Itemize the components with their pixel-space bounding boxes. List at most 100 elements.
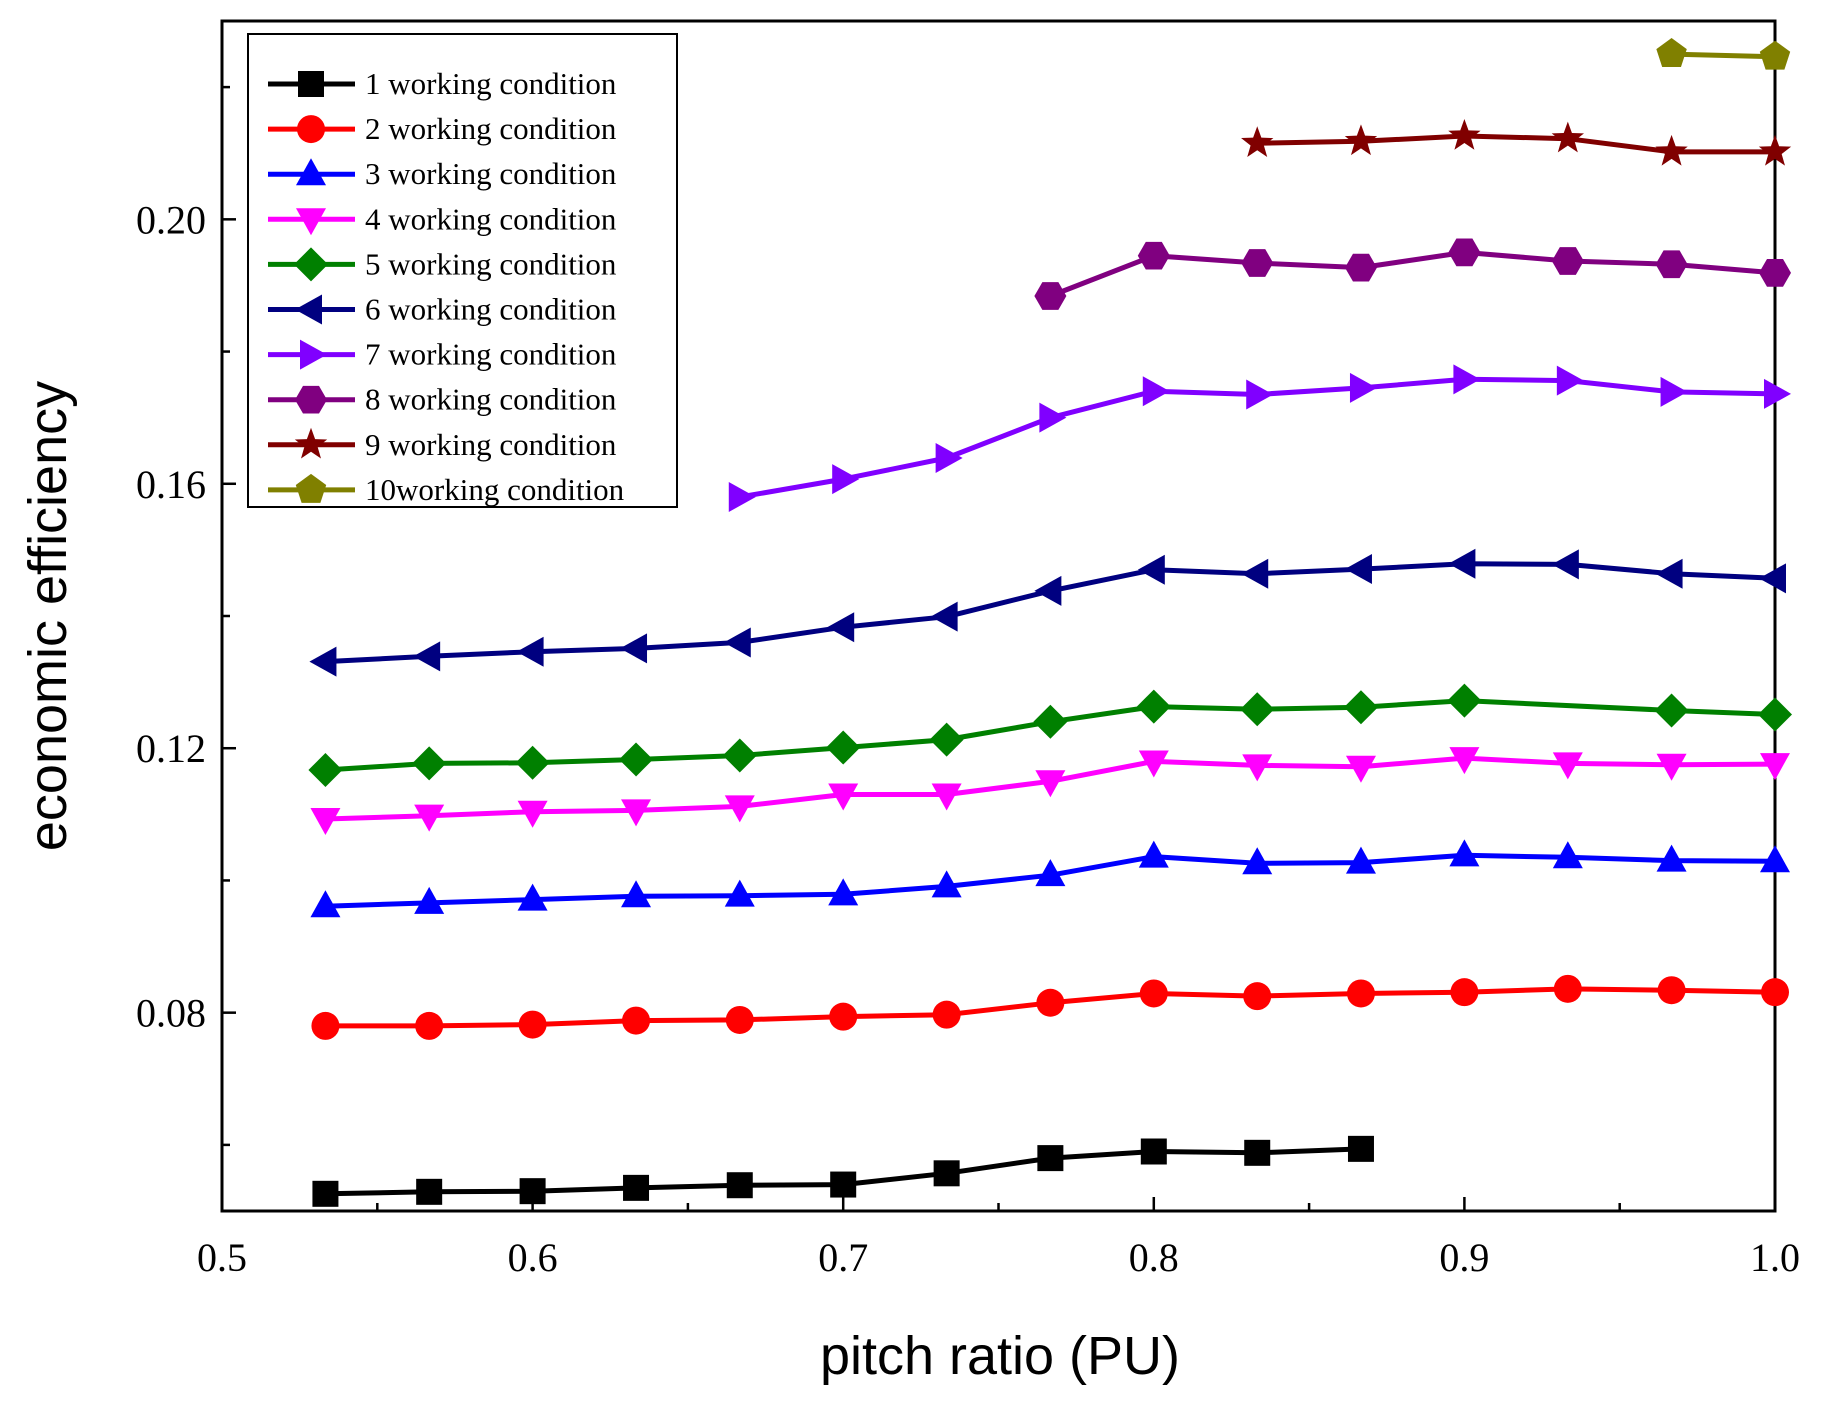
series-line <box>1671 51 1776 60</box>
data-point <box>1759 259 1791 287</box>
data-point <box>1035 859 1066 887</box>
legend-item: 5 working condition <box>268 246 617 282</box>
data-point <box>1242 754 1273 782</box>
data-point <box>415 1011 444 1040</box>
legend-item: 3 working condition <box>268 156 617 191</box>
data-point <box>516 636 544 667</box>
legend-label: 6 working condition <box>365 292 617 327</box>
legend-label: 2 working condition <box>365 111 617 146</box>
legend-marker <box>298 71 324 97</box>
x-tick-label: 0.9 <box>1439 1235 1489 1280</box>
data-point <box>929 722 964 757</box>
data-point <box>1244 1139 1271 1166</box>
legend-marker <box>296 158 326 186</box>
series-9 <box>1241 119 1792 166</box>
data-point <box>1246 379 1274 410</box>
legend: 1 working condition 2 working condition 3 … <box>247 33 678 508</box>
data-point <box>828 783 859 811</box>
data-point <box>623 1174 650 1201</box>
data-point <box>931 783 962 811</box>
y-tick-labels: 0.08 0.12 0.16 0.20 <box>136 197 206 1035</box>
legend-marker <box>294 247 328 282</box>
data-point <box>933 1160 960 1187</box>
data-point <box>311 1011 340 1040</box>
series-6 <box>309 548 1786 677</box>
data-point <box>621 799 652 827</box>
legend-marker <box>295 473 327 503</box>
legend-marker <box>294 427 328 459</box>
y-axis-title: economic efficiency <box>18 381 78 851</box>
data-point <box>1140 1138 1167 1165</box>
data-point <box>416 1178 443 1205</box>
data-point <box>827 612 855 643</box>
data-point <box>517 800 548 828</box>
legend-marker <box>300 339 327 370</box>
data-point <box>1656 753 1687 781</box>
data-point <box>414 886 445 914</box>
data-point <box>724 795 755 823</box>
data-point <box>1033 704 1068 739</box>
data-point <box>1656 844 1687 872</box>
data-point <box>1136 689 1171 724</box>
legend-marker <box>295 294 322 325</box>
data-point <box>1759 40 1791 70</box>
legend-label: 7 working condition <box>365 337 617 372</box>
legend-marker <box>295 385 327 414</box>
legend-marker <box>297 115 325 144</box>
data-point <box>1450 978 1479 1007</box>
data-point <box>1759 563 1786 594</box>
y-tick-label: 0.20 <box>136 197 206 242</box>
data-point <box>1137 554 1165 585</box>
x-tick-label: 0.6 <box>508 1235 558 1280</box>
data-point <box>1037 1145 1064 1172</box>
data-point <box>1447 683 1482 718</box>
data-point <box>515 745 550 780</box>
data-point <box>414 804 445 832</box>
data-point <box>1655 250 1688 279</box>
legend-item: 4 working condition <box>268 201 617 236</box>
data-point <box>1551 121 1584 153</box>
axis-ticks <box>220 85 1777 1211</box>
data-point <box>1139 979 1168 1008</box>
series-4 <box>310 747 1790 835</box>
legend-item: 8 working condition <box>268 382 617 417</box>
data-point <box>1243 982 1272 1011</box>
data-point <box>1241 558 1269 589</box>
legend-marker <box>296 208 326 236</box>
data-point <box>1552 841 1583 869</box>
data-point <box>310 807 341 835</box>
data-point <box>1453 364 1481 395</box>
data-point <box>1761 978 1789 1007</box>
data-point <box>935 442 963 473</box>
data-point <box>1242 847 1273 875</box>
x-tick-label: 0.5 <box>197 1235 247 1280</box>
data-point <box>1138 750 1169 778</box>
series-line <box>1257 133 1775 155</box>
y-tick-label: 0.12 <box>136 726 206 771</box>
data-point <box>828 878 859 906</box>
legend-item: 6 working condition <box>268 292 617 327</box>
series-line <box>325 698 1776 773</box>
series-7 <box>728 364 1791 512</box>
data-point <box>1448 548 1476 579</box>
data-point <box>1345 846 1376 874</box>
data-point <box>620 633 648 664</box>
legend-item: 9 working condition <box>268 427 617 462</box>
data-point <box>1138 840 1169 868</box>
data-point <box>1344 554 1372 585</box>
data-point <box>1240 692 1275 727</box>
legend-item: 1 working condition <box>268 66 617 101</box>
data-point <box>1343 690 1378 725</box>
data-point <box>1655 558 1683 589</box>
data-point <box>1657 976 1686 1005</box>
legend-label: 9 working condition <box>365 427 617 462</box>
data-point <box>1142 376 1170 407</box>
data-point <box>1448 238 1481 267</box>
x-tick-label: 0.7 <box>818 1235 868 1280</box>
data-point <box>412 746 447 781</box>
data-point <box>308 753 343 788</box>
x-tick-label: 1.0 <box>1750 1235 1800 1280</box>
data-point <box>1346 979 1375 1008</box>
legend-label: 1 working condition <box>365 66 617 101</box>
legend-item: 7 working condition <box>268 337 617 372</box>
